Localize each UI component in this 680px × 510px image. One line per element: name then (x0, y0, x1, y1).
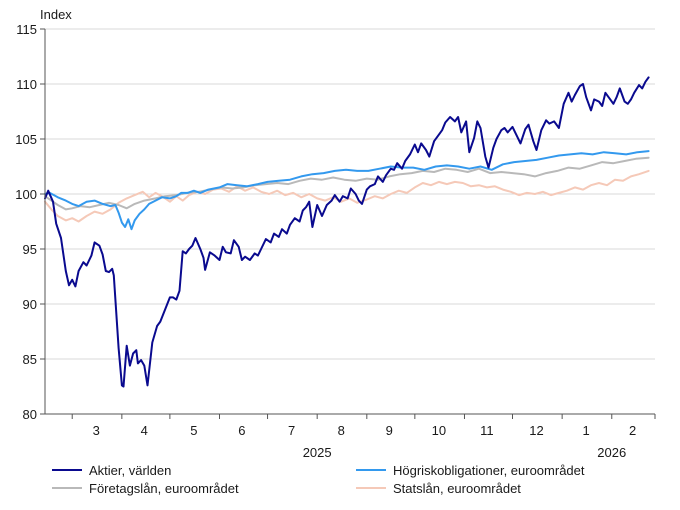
x-tick-label: 3 (93, 423, 100, 438)
x-tick-label: 5 (190, 423, 197, 438)
x-tick-label: 6 (238, 423, 245, 438)
legend-label-aktier: Aktier, världen (89, 463, 171, 478)
x-axis-ticks: 3 4 5 6 7 8 9 10 11 12 1 2 (71, 414, 656, 438)
legend-label-foretagslan: Företagslån, euroområdet (89, 481, 239, 496)
legend-label-hogriskobligationer: Högriskobligationer, euroområdet (393, 463, 585, 478)
legend-item-hogriskobligationer: Högriskobligationer, euroområdet (356, 463, 585, 478)
x-tick-label: 1 (583, 423, 590, 438)
legend-item-foretagslan: Företagslån, euroområdet (52, 481, 239, 496)
x-tick-label: 2 (629, 423, 636, 438)
legend-item-aktier: Aktier, världen (52, 463, 171, 478)
y-tick-label: 95 (23, 242, 37, 257)
y-tick-label: 90 (23, 297, 37, 312)
x-tick-label: 12 (529, 423, 543, 438)
x-tick-label: 10 (432, 423, 446, 438)
y-tick-label: 85 (23, 352, 37, 367)
legend: Aktier, världen Högriskobligationer, eur… (52, 463, 585, 496)
y-tick-label: 100 (15, 187, 37, 202)
x-tick-label: 8 (338, 423, 345, 438)
series-line-statslan (44, 169, 650, 223)
series-layer (44, 76, 650, 388)
legend-label-statslan: Statslån, euroområdet (393, 481, 521, 496)
axes (44, 29, 655, 415)
x-tick-label: 9 (386, 423, 393, 438)
y-axis-ticks: 80 85 90 95 100 105 110 115 (15, 22, 45, 422)
x-tick-label: 4 (141, 423, 148, 438)
y-tick-label: 105 (15, 132, 37, 147)
x-tick-label: 7 (288, 423, 295, 438)
y-tick-label: 115 (16, 22, 37, 37)
series-line-foretagslan (44, 156, 650, 211)
x-tick-label: 11 (480, 423, 494, 438)
year-label: 2025 (303, 445, 332, 460)
y-tick-label: 110 (16, 77, 37, 92)
series-line-hogriskobligationer (44, 150, 650, 231)
year-labels: 2025 2026 (303, 445, 627, 460)
series-line-aktier (44, 76, 650, 388)
y-tick-label: 80 (23, 407, 37, 422)
y-axis-label: Index (40, 7, 72, 22)
legend-item-statslan: Statslån, euroområdet (356, 481, 521, 496)
year-label: 2026 (597, 445, 626, 460)
